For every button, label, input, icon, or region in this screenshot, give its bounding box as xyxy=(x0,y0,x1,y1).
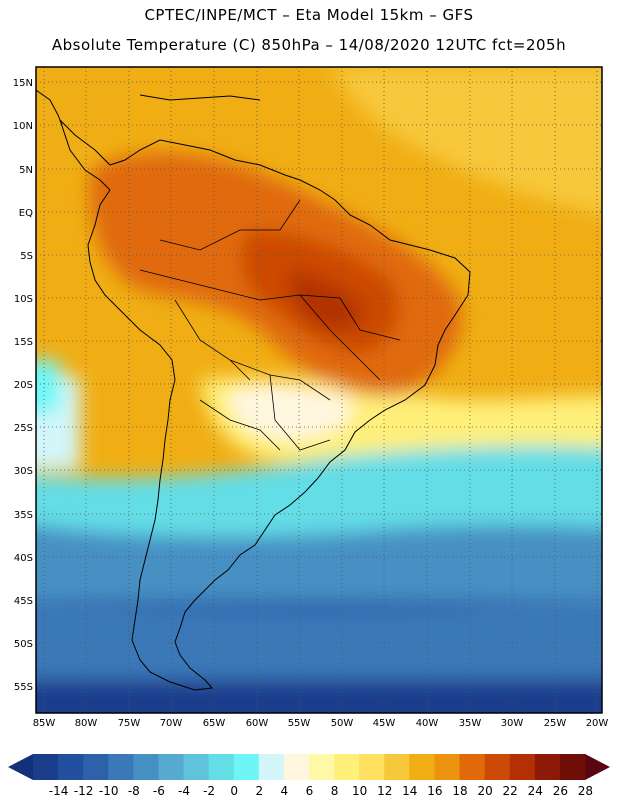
colorbar-swatch xyxy=(559,754,586,780)
colorbar: -14 -12 -10 -8 -6 -4 -2 0 2 4 6 8 10 12 14 16 18 20 22 24 26… xyxy=(8,754,610,798)
lon-label: 65W xyxy=(203,718,226,729)
colorbar-label: 8 xyxy=(331,784,339,798)
lon-label: 30W xyxy=(501,718,524,729)
colorbar-swatch xyxy=(183,754,210,780)
lat-label: 35S xyxy=(14,510,33,521)
colorbar-swatch xyxy=(334,754,360,780)
colorbar-label: 18 xyxy=(452,784,467,798)
colorbar-label: 22 xyxy=(503,784,518,798)
lon-label: 25W xyxy=(544,718,567,729)
colorbar-swatch xyxy=(58,754,84,780)
colorbar-label: 20 xyxy=(477,784,492,798)
central-america-outline xyxy=(36,89,261,126)
colorbar-label: -12 xyxy=(74,784,94,798)
lat-label: 5N xyxy=(19,165,33,176)
lat-label: 10N xyxy=(13,121,33,132)
lon-label: 55W xyxy=(288,718,311,729)
lat-label: 20S xyxy=(14,380,33,391)
colorbar-swatch xyxy=(534,754,561,780)
lat-label: 15N xyxy=(13,78,33,89)
colorbar-swatch xyxy=(359,754,385,780)
colorbar-label: 6 xyxy=(306,784,314,798)
lat-label: 45S xyxy=(14,596,33,607)
lon-label: 60W xyxy=(246,718,269,729)
lat-label: 30S xyxy=(14,466,33,477)
coastline xyxy=(59,119,471,691)
colorbar-label: 10 xyxy=(352,784,367,798)
colorbar-swatch xyxy=(133,754,159,780)
colorbar-swatch xyxy=(233,754,260,780)
colorbar-swatch xyxy=(309,754,335,780)
lat-label: 5S xyxy=(20,251,33,262)
map-title-line-2: Absolute Temperature (C) 850hPa – 14/08/… xyxy=(51,36,567,54)
map-frame-border xyxy=(35,66,603,714)
colorbar-label: 24 xyxy=(528,784,543,798)
colorbar-swatch xyxy=(258,754,285,780)
colorbar-swatch xyxy=(459,754,486,780)
colorbar-label: -4 xyxy=(178,784,190,798)
lon-label: 20W xyxy=(586,718,609,729)
colorbar-low-end xyxy=(8,754,33,780)
lat-label: 50S xyxy=(14,639,33,650)
lon-label: 45W xyxy=(373,718,396,729)
colorbar-label: 4 xyxy=(281,784,289,798)
colorbar-swatch xyxy=(409,754,435,780)
lat-label: 25S xyxy=(14,423,33,434)
colorbar-swatch xyxy=(384,754,410,780)
lon-label: 50W xyxy=(331,718,354,729)
lon-label: 35W xyxy=(459,718,482,729)
colorbar-label: -14 xyxy=(49,784,69,798)
colorbar-swatch xyxy=(208,754,235,780)
colorbar-label: 0 xyxy=(230,784,238,798)
colorbar-label: 26 xyxy=(553,784,568,798)
colorbar-label: 12 xyxy=(377,784,392,798)
colorbar-label: 28 xyxy=(578,784,593,798)
lat-label: 10S xyxy=(14,294,33,305)
lat-label: EQ xyxy=(19,208,33,219)
colorbar-label: -8 xyxy=(128,784,140,798)
map-title-line-1: CPTEC/INPE/MCT – Eta Model 15km – GFS xyxy=(144,6,474,24)
country-borders xyxy=(139,199,401,451)
lat-label: 40S xyxy=(14,553,33,564)
lon-label: 70W xyxy=(160,718,183,729)
colorbar-label: -6 xyxy=(153,784,165,798)
colorbar-label: 2 xyxy=(255,784,263,798)
lat-label: 55S xyxy=(14,682,33,693)
colorbar-swatch xyxy=(158,754,185,780)
colorbar-label: 14 xyxy=(402,784,417,798)
colorbar-label: -2 xyxy=(203,784,215,798)
colorbar-swatch xyxy=(509,754,536,780)
colorbar-label: -10 xyxy=(99,784,119,798)
lon-label: 40W xyxy=(416,718,439,729)
temperature-field xyxy=(36,67,602,713)
lon-label: 85W xyxy=(33,718,56,729)
colorbar-swatch xyxy=(484,754,511,780)
colorbar-high-end xyxy=(585,754,610,780)
latitude-labels: 15N 10N 5N EQ 5S 10S 15S 20S 25S 30S 35S… xyxy=(13,78,33,693)
colorbar-swatch xyxy=(108,754,134,780)
colorbar-label: 16 xyxy=(427,784,442,798)
lat-label: 15S xyxy=(14,337,33,348)
lon-label: 80W xyxy=(75,718,98,729)
colorbar-swatch xyxy=(434,754,461,780)
longitude-labels: 85W 80W 75W 70W 65W 60W 55W 50W 45W 40W … xyxy=(33,718,609,729)
colorbar-swatch xyxy=(83,754,109,780)
colorbar-swatch xyxy=(283,754,310,780)
colorbar-swatch xyxy=(33,754,59,780)
lon-label: 75W xyxy=(118,718,141,729)
